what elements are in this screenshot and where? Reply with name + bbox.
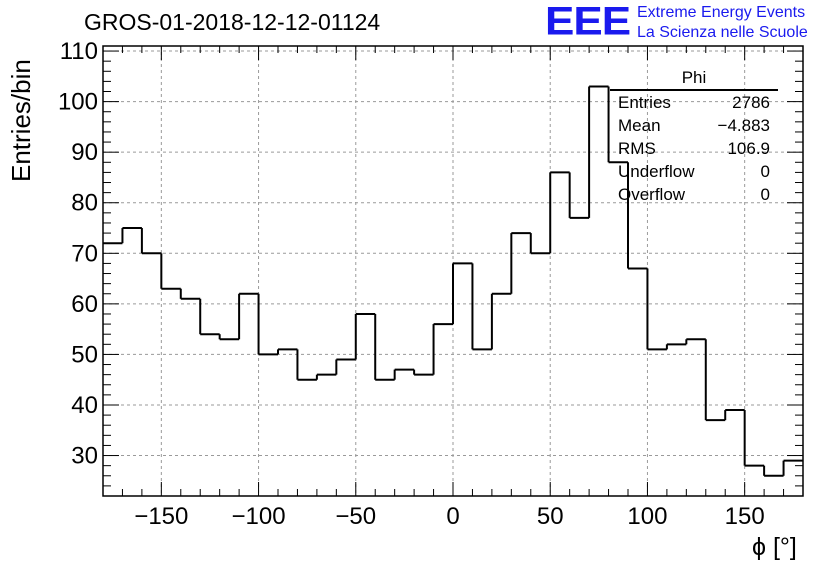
stats-value: 0: [760, 162, 770, 181]
x-tick-label: 150: [725, 503, 765, 530]
x-tick-label: −100: [232, 503, 286, 530]
stats-value: 106.9: [727, 139, 770, 158]
y-tick-label: 30: [71, 443, 98, 470]
stats-box: Phi Entries 2786 Mean −4.883 RMS 106.9 Underfl…: [610, 67, 778, 206]
plot-title: GROS-01-2018-12-12-01124: [84, 9, 381, 35]
y-tick-label: 90: [71, 139, 98, 166]
y-tick-label: 100: [58, 89, 98, 116]
logo-text-line2: La Scienza nelle Scuole: [637, 24, 808, 41]
stats-value: −4.883: [717, 116, 770, 135]
x-tick-label: 0: [446, 503, 459, 530]
y-tick-label: 80: [71, 190, 98, 217]
logo-text-line1: Extreme Energy Events: [637, 4, 806, 21]
stats-label: Entries: [618, 93, 671, 112]
x-tick-label: −150: [134, 503, 188, 530]
y-tick-label: 60: [71, 291, 98, 318]
stats-title: Phi: [610, 67, 778, 91]
x-tick-label: 100: [627, 503, 667, 530]
y-tick-label: 40: [71, 392, 98, 419]
x-tick-label: 50: [537, 503, 564, 530]
y-tick-label: 110: [60, 38, 98, 65]
stats-rows: Entries 2786 Mean −4.883 RMS 106.9 Underflow 0 O…: [610, 91, 778, 206]
stats-label: Overflow: [618, 185, 686, 204]
x-tick-label: −50: [335, 503, 376, 530]
eee-logo: EEE: [545, 0, 631, 44]
y-tick-label: 50: [71, 341, 98, 368]
stats-label: RMS: [618, 139, 656, 158]
stats-row: Entries 2786: [610, 91, 778, 114]
stats-row: Underflow 0: [610, 160, 778, 183]
plot-frame: [102, 45, 804, 497]
stats-label: Mean: [618, 116, 661, 135]
y-tick-label: 70: [71, 240, 98, 267]
stats-row: RMS 106.9: [610, 137, 778, 160]
stats-row: Mean −4.883: [610, 114, 778, 137]
stats-value: 0: [760, 185, 770, 204]
x-axis-label: ϕ [°]: [752, 533, 797, 561]
stats-row: Overflow 0: [610, 183, 778, 206]
stats-label: Underflow: [618, 162, 695, 181]
stats-value: 2786: [732, 93, 770, 112]
